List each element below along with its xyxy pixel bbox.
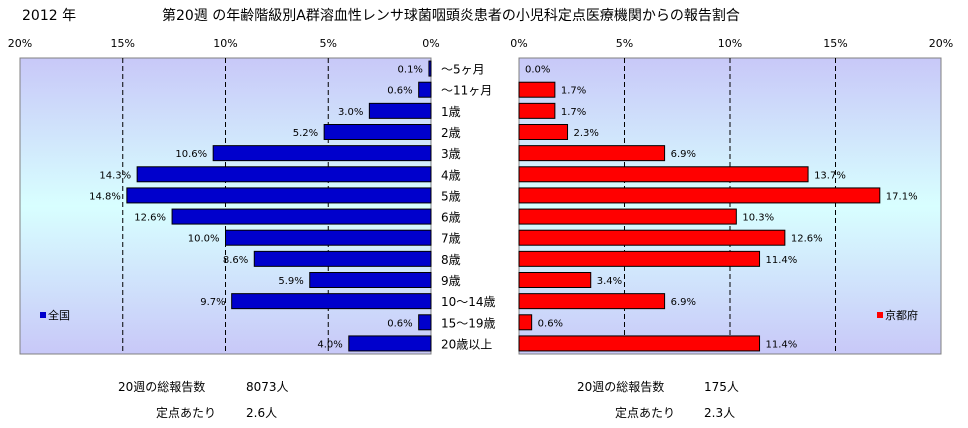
kyoto-total-value: 175人: [704, 380, 739, 394]
kyoto-data-label: 17.1%: [886, 191, 918, 202]
national-bar: [225, 229, 432, 246]
national-total-value: 8073人: [246, 380, 289, 394]
kyoto-bar: [518, 272, 592, 288]
right-x-tick-label: 20%: [929, 37, 953, 50]
category-label: 15～19歳: [441, 316, 496, 330]
kyoto-bar: [518, 187, 881, 204]
category-label: ～5ヶ月: [441, 63, 485, 77]
category-label: 3歳: [441, 147, 461, 161]
national-data-label: 8.6%: [223, 255, 248, 266]
chart-title: 第20週 の年齢階級別A群溶血性レンサ球菌咽頭炎患者の小児科定点医療機関からの報…: [162, 7, 740, 24]
kyoto-data-label: 11.4%: [766, 255, 798, 266]
kyoto-bar: [518, 166, 809, 183]
category-label: 1歳: [441, 105, 461, 119]
national-legend-label: 全国: [48, 308, 70, 322]
national-data-label: 4.0%: [317, 339, 342, 350]
kyoto-bar: [518, 314, 533, 331]
category-label: 8歳: [441, 253, 461, 267]
left-x-tick-label: 20%: [8, 37, 32, 50]
national-data-label: 5.9%: [278, 276, 303, 287]
kyoto-bar: [518, 335, 761, 352]
national-data-label: 10.6%: [175, 149, 207, 160]
kyoto-bar: [518, 124, 569, 140]
kyoto-data-label: 11.4%: [766, 339, 798, 350]
category-label: 7歳: [441, 232, 461, 246]
national-legend-swatch: [40, 312, 46, 318]
national-data-label: 3.0%: [338, 107, 363, 118]
national-bar: [428, 60, 432, 77]
national-per-site-value: 2.6人: [246, 406, 278, 420]
national-bar: [126, 187, 432, 204]
left-x-tick-label: 10%: [213, 37, 237, 50]
category-label: 5歳: [441, 189, 461, 203]
national-bar: [212, 145, 432, 162]
national-bar: [253, 250, 432, 267]
national-data-label: 14.8%: [89, 191, 121, 202]
category-label: ～11ヶ月: [441, 84, 492, 98]
right-x-tick-label: 5%: [616, 37, 633, 50]
kyoto-data-label: 13.7%: [814, 170, 846, 181]
category-label: 6歳: [441, 211, 461, 225]
kyoto-data-label: 10.3%: [742, 213, 774, 224]
national-bar: [323, 124, 432, 140]
category-label: 10～14歳: [441, 295, 496, 309]
kyoto-bar: [518, 293, 666, 310]
national-data-label: 0.6%: [387, 86, 412, 97]
kyoto-total-label: 20週の総報告数: [577, 380, 665, 394]
national-bar: [418, 81, 432, 98]
national-bar: [171, 208, 432, 225]
right-x-tick-label: 10%: [718, 37, 742, 50]
kyoto-bar: [518, 208, 737, 225]
kyoto-data-label: 0.0%: [525, 65, 550, 76]
category-label: 2歳: [441, 126, 461, 140]
left-x-tick-label: 5%: [320, 37, 337, 50]
kyoto-data-label: 1.7%: [561, 107, 586, 118]
category-label: 9歳: [441, 274, 461, 288]
kyoto-data-label: 1.7%: [561, 86, 586, 97]
national-bar: [418, 314, 432, 331]
category-label: 4歳: [441, 168, 461, 182]
kyoto-data-label: 0.6%: [538, 318, 563, 329]
national-data-label: 12.6%: [134, 213, 166, 224]
national-bar: [309, 272, 432, 288]
national-bar: [231, 293, 432, 310]
national-bar: [368, 102, 432, 119]
kyoto-per-site-value: 2.3人: [704, 406, 736, 420]
national-bar: [348, 335, 432, 352]
national-total-label: 20週の総報告数: [118, 380, 206, 394]
national-data-label: 14.3%: [99, 170, 131, 181]
kyoto-data-label: 3.4%: [597, 276, 622, 287]
kyoto-bar: [518, 102, 556, 119]
kyoto-data-label: 12.6%: [791, 234, 823, 245]
national-data-label: 10.0%: [188, 234, 220, 245]
national-bar: [136, 166, 432, 183]
kyoto-bar: [518, 81, 556, 98]
right-x-tick-label: 0%: [510, 37, 527, 50]
national-data-label: 9.7%: [200, 297, 225, 308]
national-data-label: 0.6%: [387, 318, 412, 329]
kyoto-data-label: 2.3%: [574, 128, 599, 139]
right-x-tick-label: 15%: [823, 37, 847, 50]
national-per-site-label: 定点あたり: [156, 406, 217, 420]
left-x-tick-label: 0%: [422, 37, 439, 50]
kyoto-bar: [518, 229, 786, 246]
kyoto-data-label: 6.9%: [671, 297, 696, 308]
kyoto-bar: [518, 145, 666, 162]
kyoto-legend-label: 京都府: [885, 308, 918, 322]
kyoto-data-label: 6.9%: [671, 149, 696, 160]
national-data-label: 5.2%: [293, 128, 318, 139]
left-x-tick-label: 15%: [111, 37, 135, 50]
kyoto-per-site-label: 定点あたり: [615, 406, 676, 420]
national-data-label: 0.1%: [398, 65, 423, 76]
kyoto-bar: [518, 250, 761, 267]
category-label: 20歳以上: [441, 337, 492, 351]
kyoto-legend-swatch: [877, 312, 883, 318]
chart-year: 2012 年: [22, 8, 76, 24]
